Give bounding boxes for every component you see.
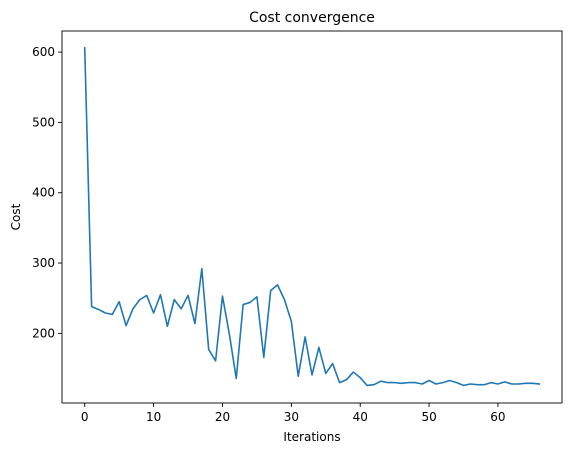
series-layer (83, 47, 541, 387)
x-tick-label: 20 (215, 410, 230, 424)
y-axis-ticks: 200 300 400 500 600 (32, 45, 62, 340)
plot-frame (61, 30, 563, 404)
x-tick-label: 0 (81, 410, 89, 424)
cost-series-line (83, 47, 541, 387)
y-tick-label: 300 (32, 256, 55, 270)
y-tick-label: 600 (32, 45, 55, 59)
x-tick-label: 10 (146, 410, 161, 424)
x-tick-label: 30 (284, 410, 299, 424)
y-axis-label: Cost (9, 203, 23, 230)
chart-title: Cost convergence (249, 10, 375, 26)
x-tick-label: 40 (353, 410, 368, 424)
y-tick-label: 200 (32, 326, 55, 340)
x-tick-label: 50 (421, 410, 436, 424)
x-tick-label: 60 (490, 410, 505, 424)
y-tick-label: 400 (32, 186, 55, 200)
y-tick-label: 500 (32, 115, 55, 129)
x-axis-label: Iterations (283, 430, 340, 444)
x-axis-ticks: 0 10 20 30 40 50 60 (81, 403, 506, 424)
